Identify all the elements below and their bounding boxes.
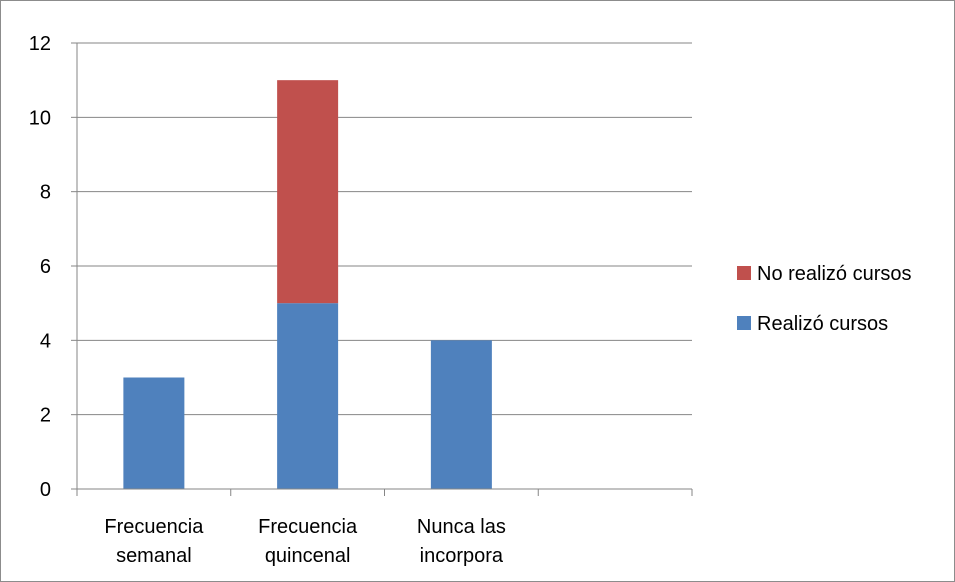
y-tick-label: 6	[40, 256, 51, 278]
x-category-label: quincenal	[265, 545, 351, 567]
x-category-labels: Frecuencia semanal Frecuencia quincenal Nunc…	[104, 516, 505, 567]
legend-label: Realizó cursos	[757, 313, 888, 335]
x-category-label: incorpora	[420, 545, 504, 567]
bars	[123, 80, 492, 489]
axes	[71, 42, 693, 496]
legend-label: No realizó cursos	[757, 263, 912, 285]
x-category-label: Frecuencia	[258, 516, 358, 538]
y-tick-label: 8	[40, 182, 51, 204]
gridlines	[77, 42, 692, 416]
bar-realiz-cursos	[277, 303, 339, 489]
legend-swatch	[737, 316, 751, 330]
x-category-label: Frecuencia	[104, 516, 204, 538]
bar-realiz-cursos	[430, 340, 492, 489]
y-tick-label: 12	[29, 33, 51, 55]
y-tick-label: 4	[40, 330, 51, 352]
y-tick-label: 2	[40, 405, 51, 427]
legend-swatch	[737, 266, 751, 280]
y-tick-labels: 0 2 4 6 8 10 12	[29, 33, 51, 501]
x-category-label: semanal	[116, 545, 192, 567]
bar-no-realiz-cursos	[277, 80, 339, 304]
y-tick-label: 0	[40, 479, 51, 501]
legend: No realizó cursos Realizó cursos	[737, 263, 912, 335]
bar-realiz-cursos	[123, 377, 185, 489]
y-tick-label: 10	[29, 107, 51, 129]
x-category-label: Nunca las	[417, 516, 506, 538]
